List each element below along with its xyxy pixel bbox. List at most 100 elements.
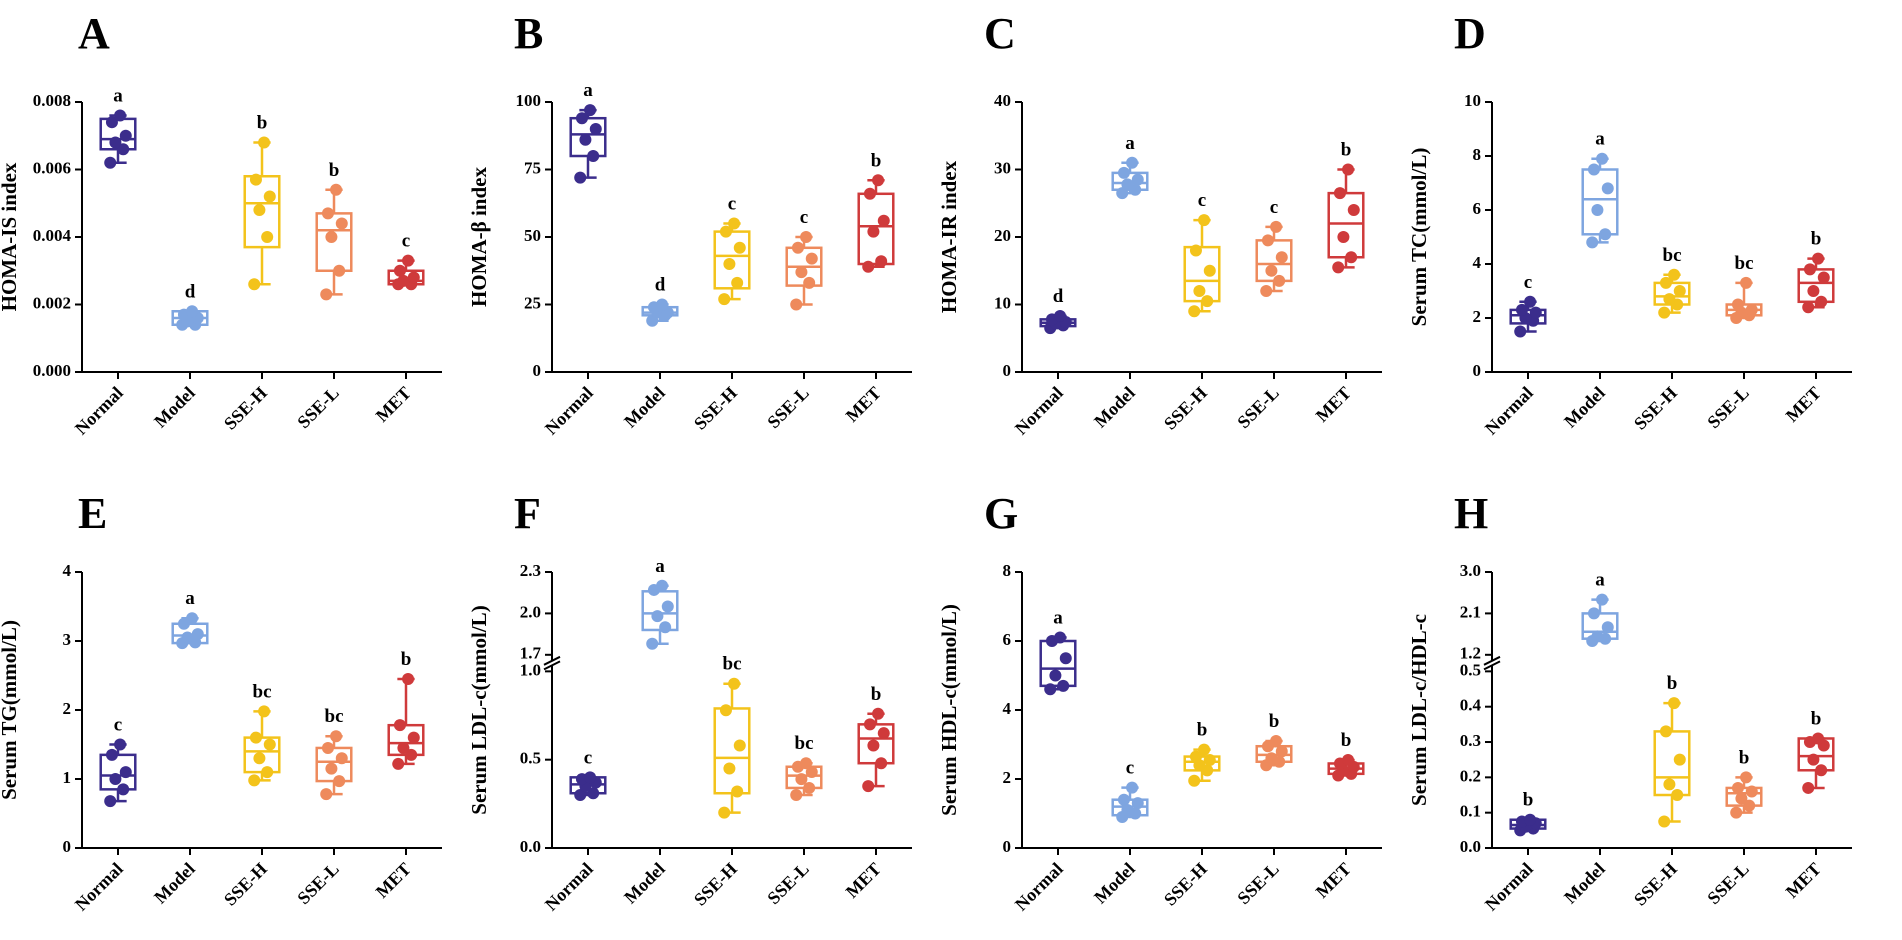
- y-tick-label: 25: [524, 293, 541, 312]
- data-point: [646, 637, 659, 650]
- x-tick-label: Normal: [1481, 859, 1537, 915]
- data-point: [109, 773, 122, 785]
- data-point: [1812, 732, 1825, 745]
- data-point: [791, 241, 804, 254]
- significance-label: b: [1341, 140, 1352, 161]
- y-tick-label: 0.1: [1460, 802, 1481, 821]
- data-point: [795, 266, 808, 279]
- y-axis-label: HOMA-β index: [467, 167, 491, 307]
- data-point: [333, 775, 346, 788]
- box: [713, 707, 751, 795]
- significance-label: b: [329, 160, 340, 181]
- data-point: [105, 116, 118, 129]
- axis-break: [1483, 660, 1501, 671]
- y-tick-label: 0.3: [1460, 731, 1481, 750]
- data-point: [1673, 753, 1686, 766]
- data-point: [1189, 244, 1202, 257]
- significance-label: c: [402, 231, 410, 252]
- data-point: [1270, 220, 1283, 233]
- data-point: [114, 109, 127, 122]
- x-tick-label: SSE-L: [293, 859, 343, 909]
- significance-label: c: [1524, 272, 1532, 293]
- data-point: [1188, 305, 1201, 318]
- data-point: [1668, 268, 1681, 281]
- data-point: [805, 252, 818, 265]
- x-tick-label: SSE-H: [690, 859, 741, 910]
- data-point: [1201, 295, 1214, 308]
- significance-label: c: [584, 747, 592, 768]
- y-axis-label: HOMA-IR index: [937, 160, 961, 313]
- x-tick-label: SSE-L: [1233, 383, 1283, 433]
- data-point: [1599, 228, 1612, 241]
- data-point: [728, 677, 741, 690]
- box: [1581, 168, 1619, 236]
- data-point: [1529, 306, 1542, 319]
- data-point: [1731, 298, 1744, 311]
- significance-label: b: [1341, 730, 1352, 751]
- data-point: [719, 225, 732, 238]
- data-point: [1054, 309, 1067, 322]
- data-point: [862, 780, 875, 793]
- data-point: [805, 766, 818, 779]
- x-tick-label: SSE-H: [1160, 383, 1211, 434]
- data-point: [392, 757, 405, 770]
- data-point: [733, 739, 746, 752]
- panel-letter: B: [514, 9, 543, 58]
- data-point: [575, 112, 588, 125]
- data-point: [1515, 303, 1528, 316]
- data-point: [117, 143, 130, 156]
- y-tick-label: 10: [994, 293, 1011, 312]
- data-point: [263, 738, 276, 751]
- data-point: [1198, 743, 1211, 756]
- data-point: [1802, 301, 1815, 314]
- x-tick-label: Normal: [1481, 383, 1537, 439]
- y-axis-label: Serum LDL-c(mmol/L): [467, 605, 491, 814]
- significance-label: a: [1053, 608, 1063, 629]
- data-point: [875, 255, 888, 268]
- data-point: [1117, 793, 1130, 806]
- significance-label: d: [185, 281, 196, 302]
- data-point: [574, 789, 587, 802]
- data-point: [1591, 630, 1604, 643]
- data-point: [1265, 752, 1278, 765]
- data-point: [407, 271, 420, 284]
- x-tick-label: SSE-L: [1703, 859, 1753, 909]
- x-tick-label: Model: [1090, 383, 1139, 432]
- axis-break: [543, 660, 561, 671]
- x-tick-label: Normal: [541, 383, 597, 439]
- data-point: [1260, 285, 1273, 297]
- significance-label: b: [1197, 720, 1208, 741]
- data-point: [117, 783, 130, 796]
- data-point: [1524, 295, 1537, 308]
- data-point: [186, 305, 199, 318]
- data-point: [1131, 173, 1144, 186]
- data-point: [1807, 285, 1820, 297]
- significance-label: d: [1053, 286, 1064, 307]
- data-point: [1663, 778, 1676, 791]
- data-point: [393, 264, 406, 277]
- x-tick-label: MET: [842, 383, 885, 426]
- data-point: [1044, 683, 1057, 696]
- data-point: [1658, 815, 1671, 828]
- data-point: [731, 785, 744, 798]
- significance-label: bc: [1735, 253, 1754, 274]
- panel-letter: F: [514, 489, 541, 538]
- data-point: [253, 752, 266, 765]
- data-point: [1514, 325, 1527, 338]
- x-tick-label: Normal: [71, 383, 127, 439]
- data-point: [1117, 166, 1130, 179]
- data-point: [803, 781, 816, 794]
- data-point: [1332, 261, 1345, 274]
- y-tick-label: 2.0: [520, 602, 541, 621]
- data-point: [800, 757, 813, 770]
- data-point: [1333, 187, 1346, 200]
- data-point: [261, 766, 274, 779]
- data-point: [1659, 276, 1672, 289]
- data-point: [867, 225, 880, 238]
- axis-break: [543, 655, 561, 666]
- y-tick-label: 0.5: [1460, 660, 1481, 679]
- data-point: [1745, 303, 1758, 316]
- data-point: [1345, 251, 1358, 264]
- data-point: [186, 612, 199, 625]
- data-point: [258, 705, 271, 718]
